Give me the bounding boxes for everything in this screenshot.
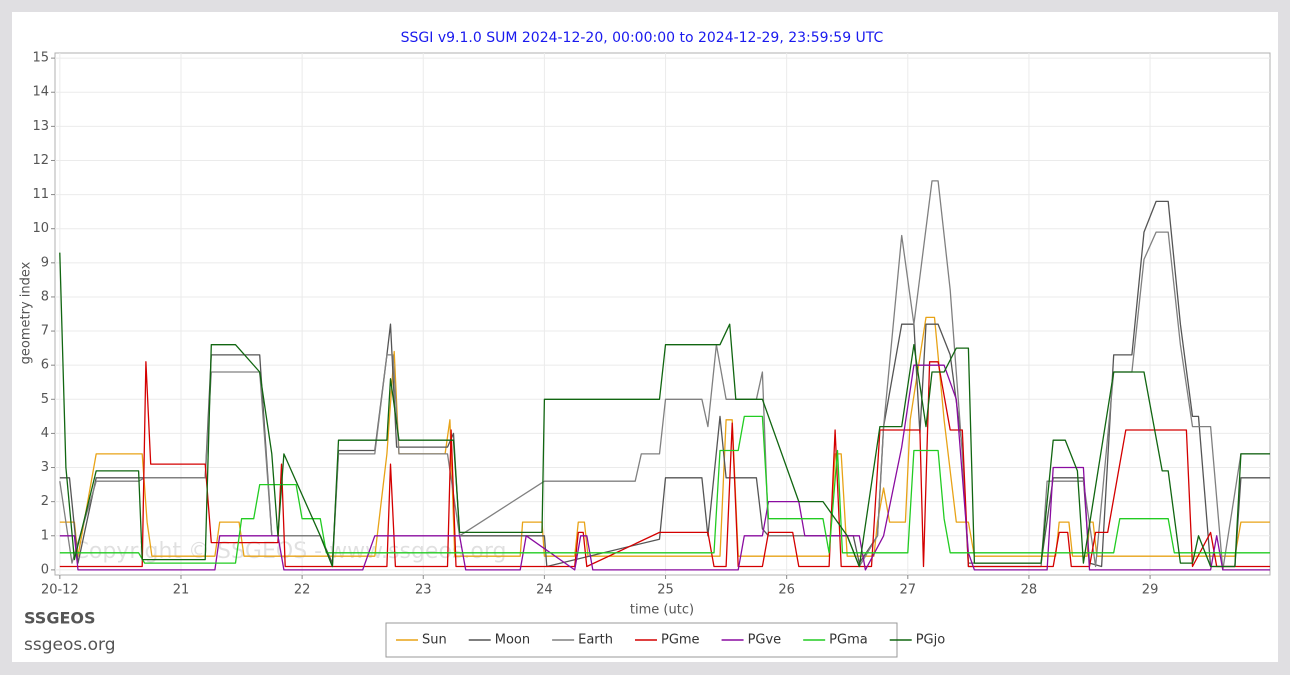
y-tick-label: 10 [32,221,49,236]
y-tick-label: 11 [32,187,49,202]
x-tick-label: 23 [415,583,432,598]
legend-label: PGve [748,633,782,648]
y-tick-label: 2 [41,494,49,509]
x-tick-label: 29 [1142,583,1159,598]
legend-label: PGme [661,633,700,648]
y-tick-label: 15 [32,51,49,66]
legend-label: Moon [495,633,530,648]
y-tick-label: 13 [32,119,49,134]
y-tick-label: 9 [41,255,49,270]
y-tick-label: 5 [41,392,49,407]
series-line [59,364,1270,571]
brand: SSGEOS [24,609,96,628]
y-tick-label: 7 [41,324,49,339]
y-axis-label: geometry index [19,261,34,364]
watermark: Copyright © SSGEOS - www.ssgeos.org [74,539,507,564]
y-tick-label: 0 [41,562,49,577]
x-tick-label: 22 [294,583,311,598]
series-line [59,316,1270,557]
x-tick-label: 21 [173,583,190,598]
y-tick-label: 12 [32,153,49,168]
legend-label: PGjo [916,633,946,648]
x-tick-label: 26 [778,583,795,598]
x-tick-label: 28 [1021,583,1038,598]
brand-url: ssgeos.org [24,635,116,655]
series-line [59,252,1270,568]
x-tick-label: 25 [657,583,674,598]
x-tick-label: 20-12 [41,583,79,598]
y-tick-label: 14 [32,85,49,100]
y-tick-label: 3 [41,460,49,475]
legend-label: PGma [829,633,868,648]
y-tick-label: 6 [41,358,49,373]
panel [12,12,1278,662]
y-tick-label: 1 [41,528,49,543]
series-line [59,361,1270,568]
y-tick-label: 4 [41,426,49,441]
plot-frame [54,52,1271,576]
x-tick-label: 27 [900,583,917,598]
y-tick-label: 8 [41,289,49,304]
chart-title: SSGI v9.1.0 SUM 2024-12-20, 00:00:00 to … [401,30,884,46]
series-line [59,415,1270,564]
x-tick-label: 24 [536,583,553,598]
legend-label: Sun [422,633,447,648]
x-axis-label: time (utc) [630,603,694,618]
legend-label: Earth [578,633,613,648]
